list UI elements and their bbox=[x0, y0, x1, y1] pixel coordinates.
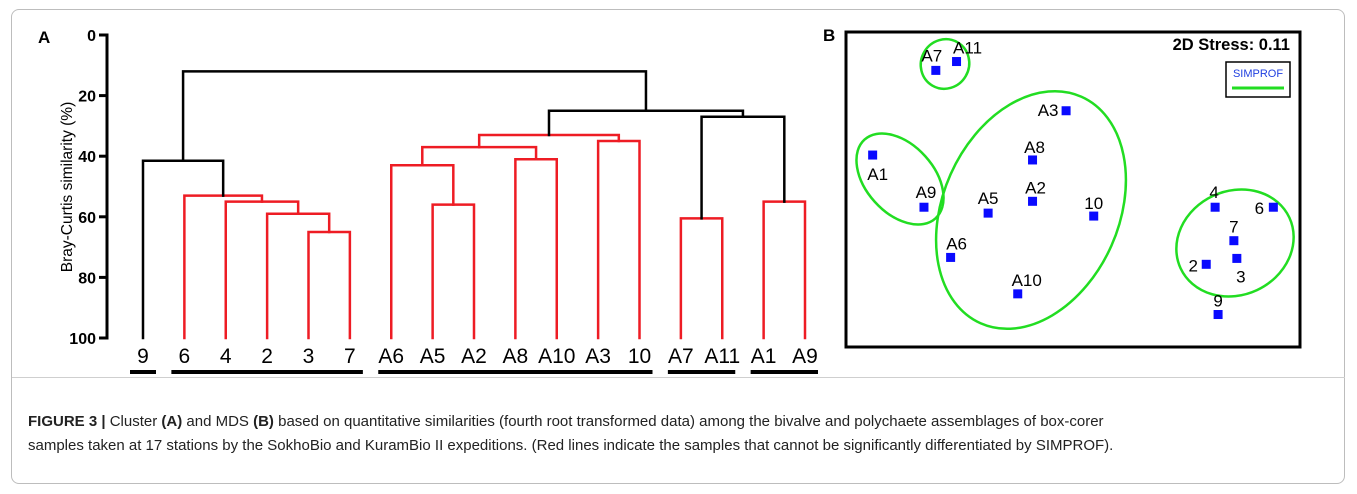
mds-point-label: A11 bbox=[953, 39, 982, 58]
leaf-label: 2 bbox=[261, 345, 273, 368]
mds-point-label: 4 bbox=[1209, 183, 1218, 202]
mds-point bbox=[1028, 155, 1038, 165]
y-tick-label: 20 bbox=[78, 89, 96, 106]
dendrogram-branch bbox=[183, 194, 264, 340]
caption-text: samples taken at 17 stations by the Sokh… bbox=[28, 437, 1114, 454]
mds-point-label: 9 bbox=[1213, 292, 1222, 311]
mds-point bbox=[1213, 310, 1223, 320]
caption-figure-label: FIGURE 3 | bbox=[28, 413, 106, 430]
caption-panel-b-ref: (B) bbox=[253, 413, 274, 430]
dendrogram-branch bbox=[431, 203, 476, 340]
mds-point-label: A10 bbox=[1012, 271, 1042, 290]
legend-label: SIMPROF bbox=[1233, 68, 1283, 80]
mds-point bbox=[919, 202, 929, 212]
mds-point-label: A2 bbox=[1025, 178, 1046, 197]
figure-frame bbox=[11, 9, 1345, 484]
leaf-label: 7 bbox=[344, 345, 356, 368]
mds-point bbox=[946, 252, 956, 262]
leaf-label: A8 bbox=[503, 345, 529, 368]
mds-point bbox=[1061, 106, 1071, 116]
stress-value: 2D Stress: 0.11 bbox=[1173, 36, 1290, 54]
dendrogram-branch bbox=[514, 157, 558, 340]
mds-point-label: A1 bbox=[867, 165, 888, 184]
mds-point bbox=[1229, 236, 1239, 246]
mds-point-label: A7 bbox=[921, 46, 942, 65]
leaf-label: 4 bbox=[220, 345, 232, 368]
legend-box bbox=[1225, 61, 1291, 98]
simprof-ellipse bbox=[934, 89, 1128, 331]
leaf-label: A2 bbox=[461, 345, 487, 368]
legend: SIMPROF bbox=[1225, 61, 1291, 98]
leaf-label: A6 bbox=[378, 345, 404, 368]
dendrogram-branch bbox=[700, 115, 786, 220]
mds-point-label: A5 bbox=[978, 189, 999, 208]
mds-point bbox=[952, 57, 962, 67]
mds-point bbox=[1268, 202, 1278, 212]
mds-point-label: A9 bbox=[916, 183, 937, 202]
dendrogram-branch bbox=[421, 145, 538, 167]
mds-points: A7 A11 A3 A8 A1 A9 A5 A2 10 A6 A10 4 67 2 39 bbox=[867, 39, 1278, 320]
mds-point-label: 2 bbox=[1189, 256, 1198, 275]
caption-panel-a-ref: (A) bbox=[161, 413, 183, 430]
simprof-ellipse bbox=[1175, 188, 1295, 298]
cluster-panel: A Bray-Curtis similarity (%) 0 20 40 60 80 10… bbox=[38, 28, 818, 374]
dendrogram-branch bbox=[679, 217, 724, 340]
panel-a-letter: A bbox=[38, 28, 50, 47]
mds-point-label: A8 bbox=[1024, 138, 1045, 157]
caption-text: based on quantitative similarities (four… bbox=[273, 413, 1104, 430]
leaf-label: A3 bbox=[585, 345, 611, 368]
mds-point bbox=[1232, 253, 1242, 263]
mds-point-label: 6 bbox=[1255, 199, 1264, 218]
dendrogram-branch bbox=[596, 139, 641, 340]
dendrogram-branch bbox=[141, 159, 225, 340]
mds-point bbox=[1201, 259, 1211, 269]
figure-canvas: A Bray-Curtis similarity (%) 0 20 40 60 80 10… bbox=[38, 26, 1302, 374]
leaf-label: 6 bbox=[179, 345, 191, 368]
leaf-label: A11 bbox=[704, 345, 740, 368]
figure-caption: FIGURE 3 | Cluster (A) and MDS (B) based… bbox=[28, 410, 1343, 458]
leaf-label: A7 bbox=[668, 345, 694, 368]
y-axis-label: Bray-Curtis similarity (%) bbox=[59, 102, 76, 273]
y-tick-label: 100 bbox=[69, 331, 96, 348]
mds-point bbox=[1013, 289, 1023, 299]
mds-point bbox=[931, 65, 941, 75]
leaf-label: A9 bbox=[792, 345, 818, 368]
dendrogram: 0 20 40 60 80 100 9 6 4 2 3 7 A6 A5 A2 A8 A10 A3 10 A7 A11 A1… bbox=[69, 28, 818, 374]
dendrogram-branch bbox=[390, 164, 455, 340]
y-tick-label: 40 bbox=[78, 149, 96, 166]
caption-divider bbox=[12, 377, 1345, 378]
mds-plot-frame bbox=[844, 30, 1302, 349]
caption-text: and MDS bbox=[182, 413, 254, 430]
y-tick-label: 60 bbox=[78, 210, 96, 227]
mds-point-label: 3 bbox=[1236, 267, 1245, 286]
y-tick-label: 0 bbox=[87, 28, 96, 45]
mds-point-label: A3 bbox=[1038, 101, 1059, 120]
dendrogram-branch bbox=[181, 70, 648, 162]
leaf-label: 3 bbox=[303, 345, 315, 368]
panel-b-letter: B bbox=[823, 26, 835, 45]
leaf-label: A5 bbox=[420, 345, 446, 368]
leaf-label: 10 bbox=[628, 345, 651, 368]
leaf-label: A10 bbox=[538, 345, 575, 368]
mds-point bbox=[1210, 202, 1220, 212]
dendrogram-branch bbox=[762, 200, 807, 340]
caption-text: Cluster bbox=[105, 413, 162, 430]
mds-point-label: 10 bbox=[1084, 194, 1103, 213]
mds-point bbox=[1028, 196, 1038, 206]
dendrogram-branch bbox=[547, 109, 745, 137]
mds-point-label: A6 bbox=[946, 234, 967, 253]
leaf-label: A1 bbox=[751, 345, 777, 368]
dendrogram-branch bbox=[224, 200, 300, 340]
mds-point bbox=[868, 150, 878, 160]
simprof-ellipse bbox=[919, 37, 971, 91]
dendrogram-branch bbox=[307, 230, 352, 340]
mds-point bbox=[983, 208, 993, 218]
simprof-ellipse bbox=[855, 132, 945, 226]
mds-point-label: 7 bbox=[1229, 218, 1238, 237]
mds-point bbox=[1089, 211, 1099, 221]
y-tick-label: 80 bbox=[78, 270, 96, 287]
leaf-label: 9 bbox=[137, 345, 149, 368]
